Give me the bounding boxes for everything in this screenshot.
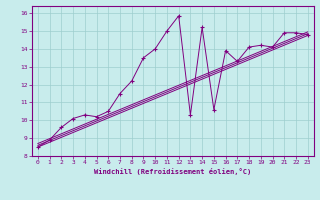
- X-axis label: Windchill (Refroidissement éolien,°C): Windchill (Refroidissement éolien,°C): [94, 168, 252, 175]
